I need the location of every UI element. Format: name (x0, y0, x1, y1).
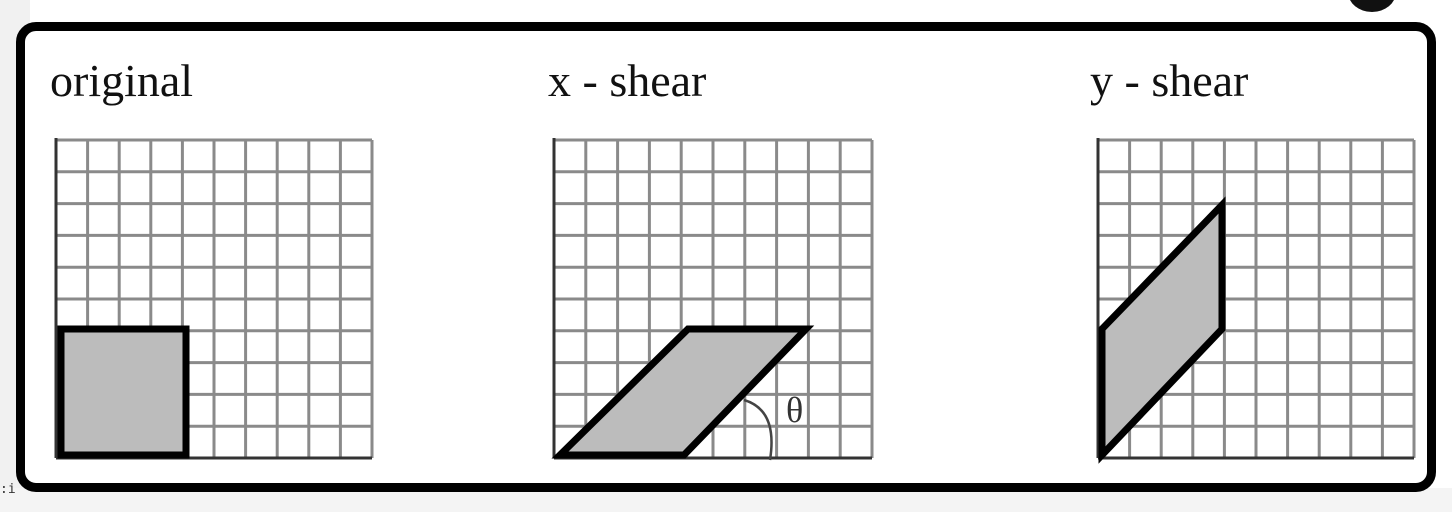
angle-arc (743, 398, 773, 461)
panel-original (54, 138, 374, 460)
y-sheared-shape (1098, 196, 1226, 464)
corner-button[interactable] (1348, 0, 1396, 12)
title-y-shear: y - shear (1090, 55, 1249, 106)
square-shape (57, 325, 190, 459)
panel-y-shear (1096, 138, 1416, 464)
x-sheared-shape (551, 325, 815, 459)
title-x-shear: x - shear (548, 55, 707, 106)
angle-theta-label: θ (786, 390, 803, 430)
background-strip (0, 488, 1452, 512)
stray-text: :i (0, 482, 16, 497)
grid-y-shear (1096, 138, 1416, 460)
panel-x-shear: θ (551, 138, 874, 461)
title-original: original (50, 55, 194, 106)
